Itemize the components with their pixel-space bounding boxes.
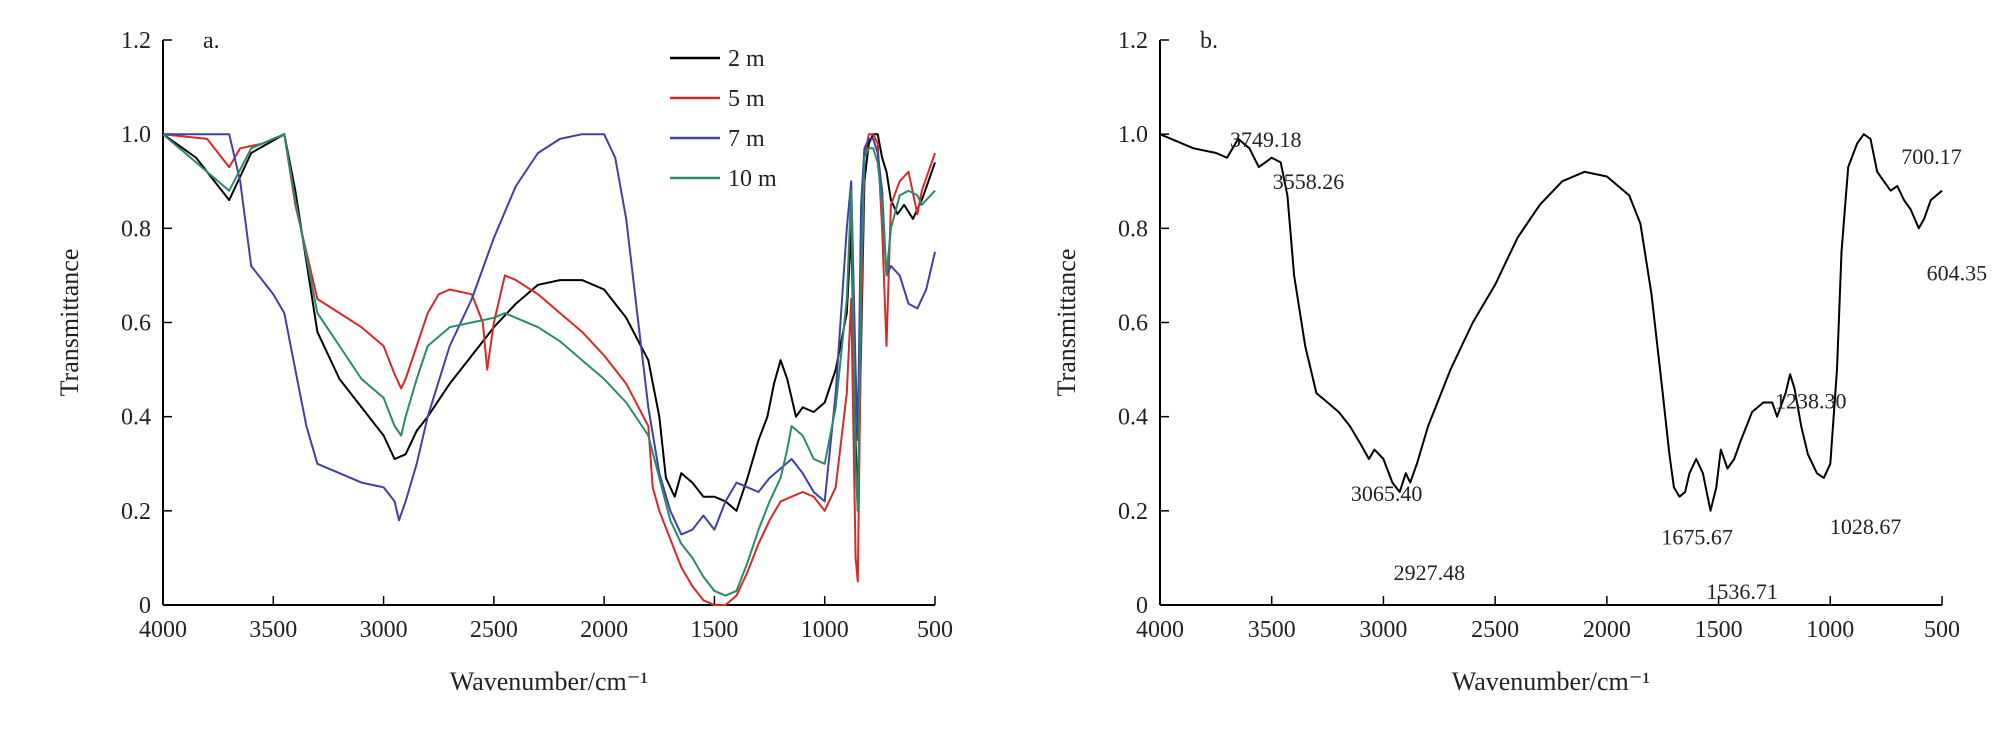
panel-b-y-tick-label: 0.2 bbox=[1118, 499, 1148, 525]
panel-a-x-tick-label: 1000 bbox=[801, 617, 849, 643]
panel-b-peak-label: 2927.48 bbox=[1394, 560, 1466, 585]
panel-a-series-line-5m bbox=[162, 133, 936, 606]
panel-a-legend-label: 7 m bbox=[728, 126, 765, 152]
panel-a-y-tick-label: 0.8 bbox=[121, 216, 151, 242]
panel-a-series-line-2m bbox=[162, 133, 936, 512]
panel-a-x-tick-label: 2500 bbox=[470, 617, 518, 643]
panel-a-y-tick-label: 1.2 bbox=[121, 28, 151, 54]
panel-b-x-tick-label: 500 bbox=[1924, 617, 1960, 643]
panel-a-x-tick-label: 500 bbox=[917, 617, 953, 643]
panel-b-x-tick-label: 4000 bbox=[1136, 617, 1184, 643]
panel-a-legend-label: 5 m bbox=[728, 86, 765, 112]
panel-b-peak-label: 1675.67 bbox=[1661, 525, 1733, 550]
panel-b-y-tick-label: 0 bbox=[1136, 593, 1148, 619]
panel-b-peak-label: 3749.18 bbox=[1230, 127, 1302, 152]
panel-b-peak-label: 3558.26 bbox=[1273, 169, 1345, 194]
panel-b-peak-label: 1028.67 bbox=[1830, 514, 1902, 539]
panel-a-series-line-10m bbox=[162, 133, 936, 597]
panel-b-series-line-0 bbox=[1159, 133, 1943, 512]
panel-a-legend-label: 10 m bbox=[728, 166, 777, 192]
panel-a-x-axis-title: Wavenumber/cm⁻¹ bbox=[450, 667, 648, 696]
panel-a-x-tick-label: 4000 bbox=[139, 617, 187, 643]
panel-b-y-tick-label: 1.0 bbox=[1118, 122, 1148, 148]
panel-b-y-axis-title: Transmittance bbox=[1052, 249, 1081, 397]
panel-a-label: a. bbox=[203, 28, 220, 54]
panel-b-y-tick-label: 0.4 bbox=[1118, 405, 1148, 431]
panel-b-peak-label: 700.17 bbox=[1901, 144, 1962, 169]
panel-b-peak-label: 3065.40 bbox=[1351, 481, 1423, 506]
panel-b-peak-label: 1238.30 bbox=[1775, 389, 1847, 414]
panel-b-y-tick-label: 0.6 bbox=[1118, 311, 1148, 337]
panel-b-label: b. bbox=[1200, 28, 1218, 54]
panel-a-x-tick-label: 3000 bbox=[360, 617, 408, 643]
panel-a-series-line-7m bbox=[163, 133, 936, 536]
panel-b-x-tick-label: 3500 bbox=[1248, 617, 1296, 643]
panel-b-x-tick-label: 1500 bbox=[1695, 617, 1743, 643]
panel-b-x-tick-label: 1000 bbox=[1806, 617, 1854, 643]
panel-a-y-tick-label: 0.2 bbox=[121, 499, 151, 525]
panel-a-y-tick-label: 0.6 bbox=[121, 311, 151, 337]
panel-a-x-tick-label: 1500 bbox=[690, 617, 738, 643]
panel-b-x-tick-label: 2000 bbox=[1583, 617, 1631, 643]
panel-b-peak-label: 604.35 bbox=[1927, 260, 1988, 285]
panel-a-legend-label: 2 m bbox=[728, 46, 765, 72]
panel-b-x-axis-title: Wavenumber/cm⁻¹ bbox=[1452, 667, 1650, 696]
panel-a-y-tick-label: 0.4 bbox=[121, 405, 151, 431]
panel-a-y-axis-title: Transmittance bbox=[55, 249, 84, 397]
panel-b-peak-label: 1536.71 bbox=[1706, 579, 1778, 604]
panel-b-x-tick-label: 3000 bbox=[1359, 617, 1407, 643]
panel-b-x-tick-label: 2500 bbox=[1471, 617, 1519, 643]
panel-a-y-tick-label: 0 bbox=[139, 593, 151, 619]
panel-a-y-tick-label: 1.0 bbox=[121, 122, 151, 148]
panel-b-y-tick-label: 0.8 bbox=[1118, 216, 1148, 242]
panel-a-x-tick-label: 2000 bbox=[580, 617, 628, 643]
panel-a-x-tick-label: 3500 bbox=[249, 617, 297, 643]
panel-b-y-tick-label: 1.2 bbox=[1118, 28, 1148, 54]
